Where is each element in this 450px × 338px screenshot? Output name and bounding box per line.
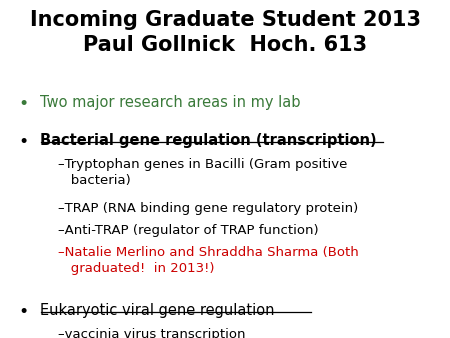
Text: –Anti-TRAP (regulator of TRAP function): –Anti-TRAP (regulator of TRAP function)	[58, 224, 319, 237]
Text: Bacterial gene regulation (transcription): Bacterial gene regulation (transcription…	[40, 133, 377, 148]
Text: –TRAP (RNA binding gene regulatory protein): –TRAP (RNA binding gene regulatory prote…	[58, 202, 359, 215]
Text: •: •	[18, 133, 28, 151]
Text: Incoming Graduate Student 2013
Paul Gollnick  Hoch. 613: Incoming Graduate Student 2013 Paul Goll…	[30, 10, 420, 55]
Text: –Tryptophan genes in Bacilli (Gram positive
   bacteria): –Tryptophan genes in Bacilli (Gram posit…	[58, 158, 348, 187]
Text: •: •	[18, 95, 28, 113]
Text: Eukaryotic viral gene regulation: Eukaryotic viral gene regulation	[40, 303, 275, 318]
Text: Two major research areas in my lab: Two major research areas in my lab	[40, 95, 301, 110]
Text: –Natalie Merlino and Shraddha Sharma (Both
   graduated!  in 2013!): –Natalie Merlino and Shraddha Sharma (Bo…	[58, 246, 359, 274]
Text: •: •	[18, 303, 28, 321]
Text: –vaccinia virus transcription: –vaccinia virus transcription	[58, 328, 246, 338]
